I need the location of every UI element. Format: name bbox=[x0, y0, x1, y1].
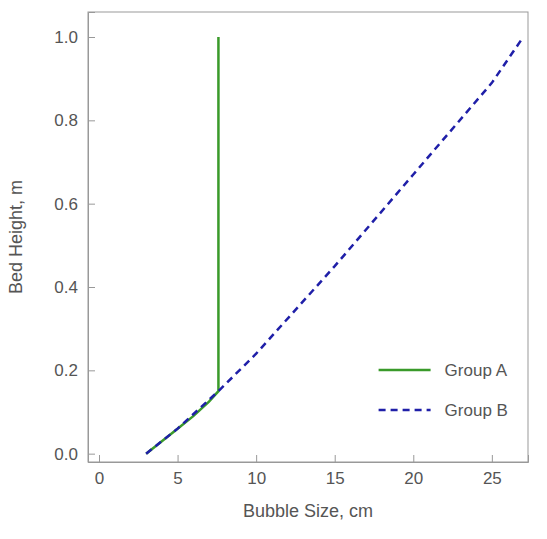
series-line bbox=[146, 37, 523, 454]
y-tick: 0.4 bbox=[54, 278, 95, 297]
x-tick: 10 bbox=[247, 455, 266, 488]
plot-frame bbox=[88, 12, 528, 462]
legend-swatch bbox=[379, 369, 431, 372]
x-tick: 5 bbox=[173, 455, 182, 488]
legend: Group A Group B bbox=[379, 361, 508, 420]
x-tick: 0 bbox=[95, 455, 104, 488]
y-axis-line bbox=[89, 13, 96, 463]
x-tick-mark bbox=[413, 455, 414, 462]
y-tick-label: 0.4 bbox=[54, 278, 78, 297]
x-tick: 25 bbox=[483, 455, 502, 488]
x-axis-line bbox=[89, 455, 529, 463]
y-tick: 0.8 bbox=[54, 111, 95, 130]
y-tick-mark bbox=[88, 204, 95, 205]
y-tick: 0.6 bbox=[54, 195, 95, 214]
plot-area bbox=[146, 37, 523, 454]
y-tick: 0.0 bbox=[54, 445, 95, 464]
legend-label: Group B bbox=[445, 401, 508, 420]
x-tick-label: 5 bbox=[173, 469, 182, 488]
chart: 0 5 10 15 20 25 0.0 0.2 0.4 0.6 0.8 1.0 Bubble Size,… bbox=[0, 0, 547, 539]
y-tick-mark bbox=[88, 37, 95, 38]
x-tick: 20 bbox=[404, 455, 423, 488]
x-tick-label: 10 bbox=[247, 469, 266, 488]
y-tick: 1.0 bbox=[54, 28, 95, 47]
y-tick-mark bbox=[88, 454, 95, 455]
x-tick: 15 bbox=[326, 455, 345, 488]
series-line bbox=[146, 37, 218, 454]
y-tick-label: 0.6 bbox=[54, 195, 78, 214]
x-tick-label: 25 bbox=[483, 469, 502, 488]
legend-label: Group A bbox=[445, 361, 508, 380]
y-tick: 0.2 bbox=[54, 361, 95, 380]
y-tick-label: 1.0 bbox=[54, 28, 78, 47]
x-tick-label: 15 bbox=[326, 469, 345, 488]
y-axis: 0.0 0.2 0.4 0.6 0.8 1.0 bbox=[54, 13, 95, 464]
y-axis-title: Bed Height, m bbox=[6, 180, 26, 294]
x-tick-mark bbox=[99, 455, 100, 462]
legend-swatch bbox=[379, 409, 431, 412]
x-axis-title: Bubble Size, cm bbox=[243, 501, 373, 521]
x-tick-label: 0 bbox=[95, 469, 104, 488]
y-tick-mark bbox=[88, 287, 95, 288]
x-tick-label: 20 bbox=[404, 469, 423, 488]
y-tick-label: 0.0 bbox=[54, 445, 78, 464]
y-tick-label: 0.2 bbox=[54, 361, 78, 380]
y-tick-label: 0.8 bbox=[54, 111, 78, 130]
x-tick-mark bbox=[335, 455, 336, 462]
x-tick-mark bbox=[492, 455, 493, 462]
x-axis: 0 5 10 15 20 25 bbox=[89, 455, 529, 488]
y-tick-mark bbox=[88, 120, 95, 121]
x-tick-mark bbox=[178, 455, 179, 462]
y-tick-mark bbox=[88, 370, 95, 371]
x-tick-mark bbox=[256, 455, 257, 462]
